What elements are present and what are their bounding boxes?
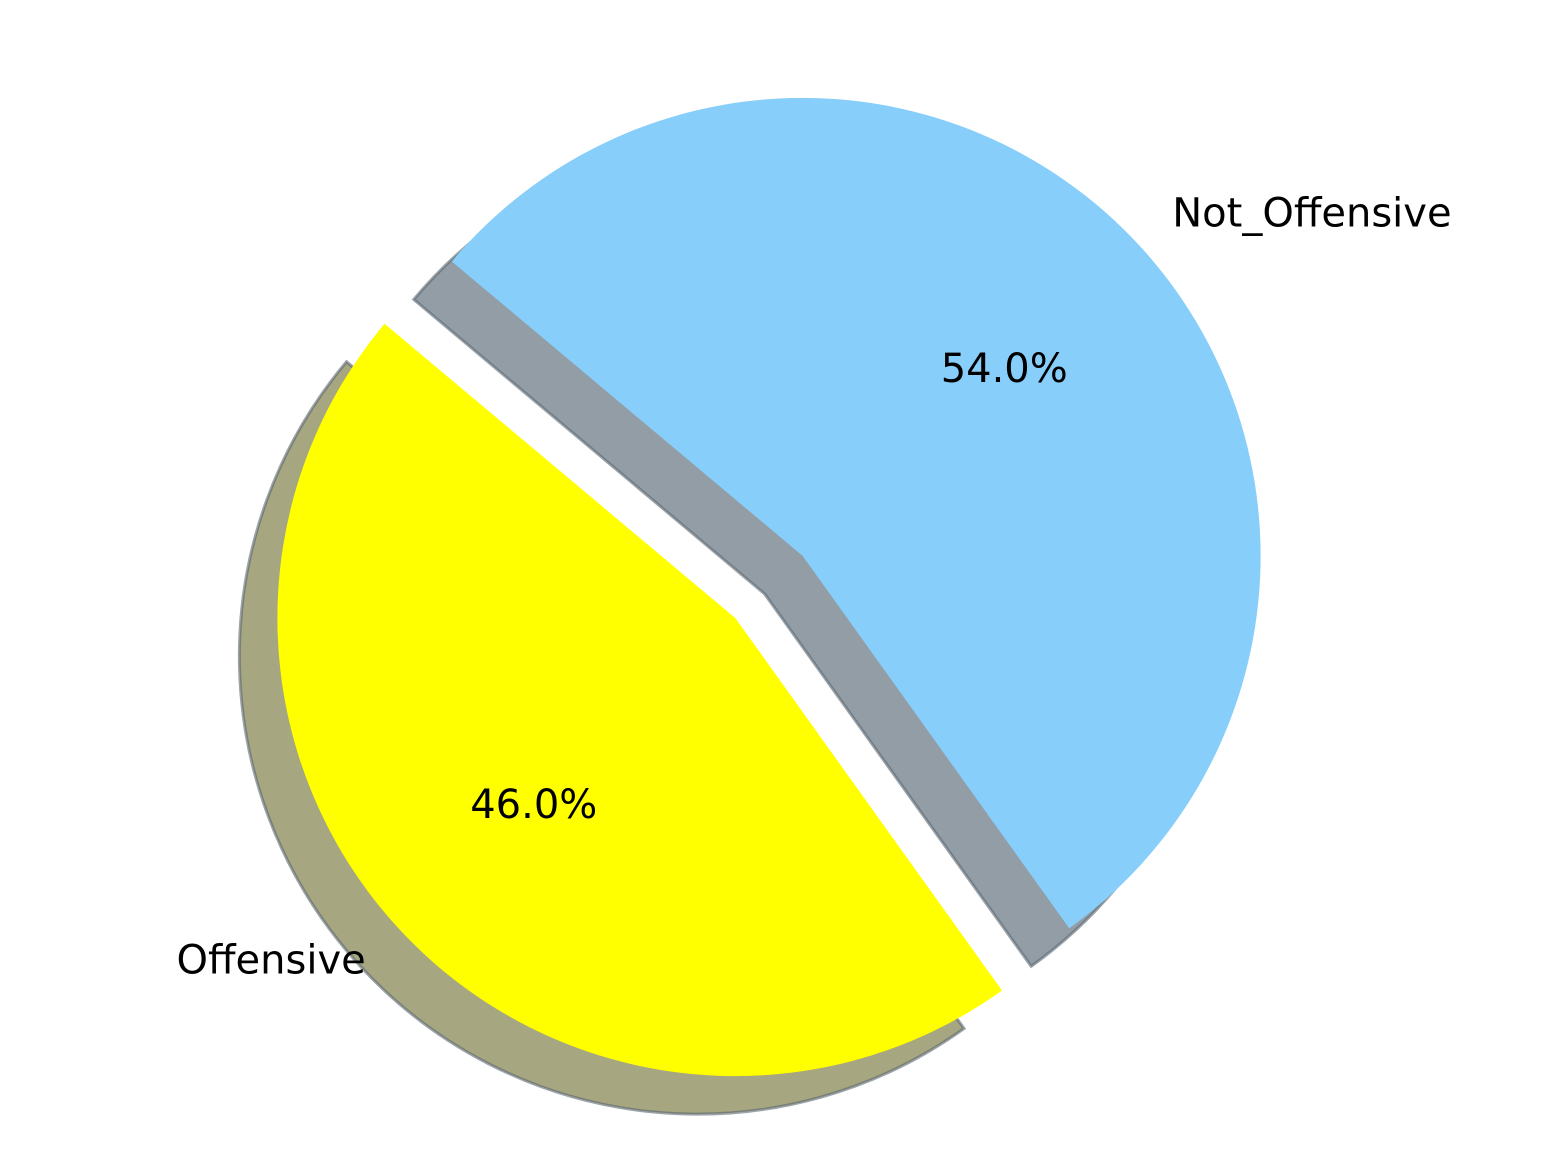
pct-label-not-offensive: 54.0% bbox=[941, 346, 1068, 392]
category-label-not-offensive: Not_Offensive bbox=[1172, 191, 1451, 237]
pct-label-offensive: 46.0% bbox=[470, 782, 597, 828]
slice-offensive bbox=[277, 323, 1003, 1077]
slice-layer bbox=[277, 97, 1261, 1077]
slice-not-offensive bbox=[451, 97, 1261, 929]
category-label-offensive: Offensive bbox=[176, 937, 365, 983]
label-layer: 46.0% Offensive 54.0% Not_Offensive bbox=[176, 191, 1451, 984]
